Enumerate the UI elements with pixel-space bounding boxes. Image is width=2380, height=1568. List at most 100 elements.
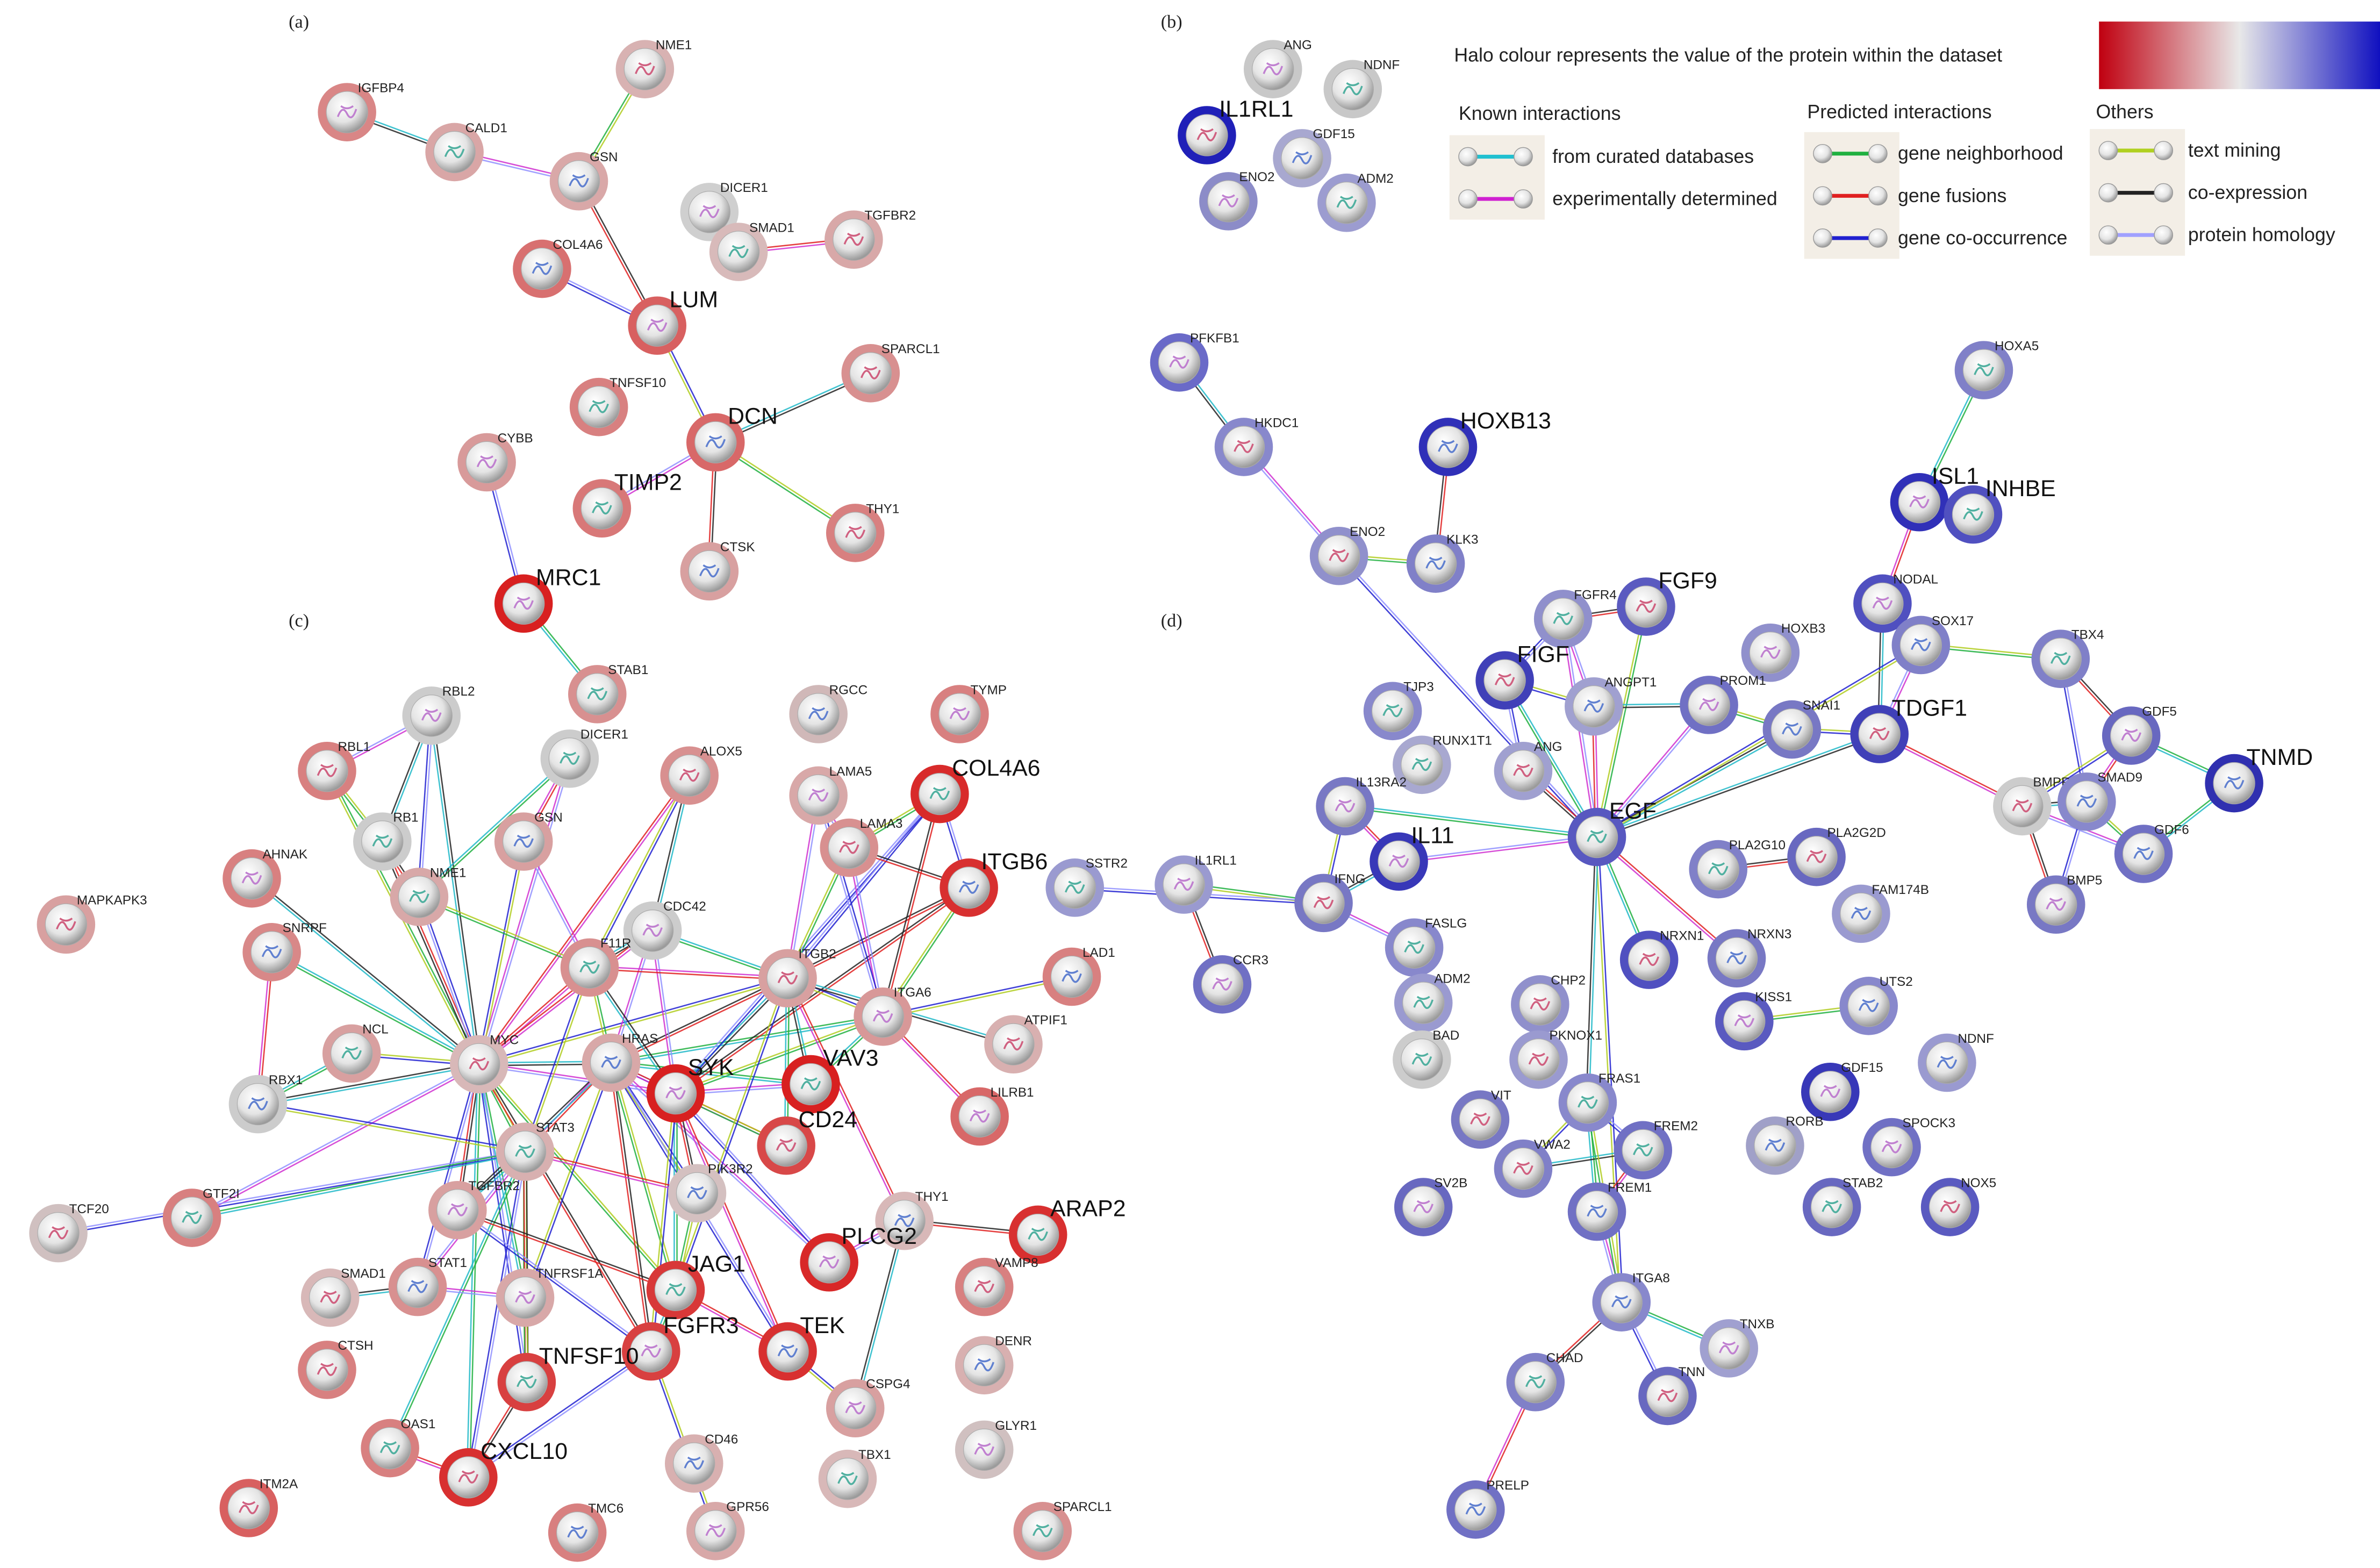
node: TNFSF10 bbox=[497, 1343, 639, 1412]
node-structure bbox=[1413, 1200, 1433, 1213]
legend-node bbox=[1458, 147, 1478, 167]
node: TNXB bbox=[1700, 1317, 1774, 1378]
edge bbox=[479, 979, 788, 1066]
node-structure bbox=[513, 834, 534, 848]
node-structure bbox=[56, 918, 76, 931]
node: COL4A6 bbox=[513, 238, 603, 298]
edge bbox=[469, 1064, 482, 1478]
node-label: TGFBR2 bbox=[864, 209, 916, 223]
node: FREM2 bbox=[1614, 1119, 1698, 1180]
node: LILRB1 bbox=[950, 1085, 1034, 1146]
node-label: TNMD bbox=[2246, 744, 2313, 770]
node-label: JAG1 bbox=[688, 1251, 745, 1277]
node-structure bbox=[1760, 646, 1781, 659]
node-structure bbox=[1587, 830, 1607, 843]
node-structure bbox=[647, 318, 668, 332]
node-structure bbox=[1382, 704, 1403, 718]
node: FIGF bbox=[1475, 641, 1569, 710]
node-structure bbox=[949, 707, 970, 720]
node-label: NME1 bbox=[656, 38, 692, 53]
node: RBX1 bbox=[228, 1073, 303, 1134]
node-label: TNFSF10 bbox=[539, 1343, 639, 1369]
edge bbox=[1595, 837, 1737, 960]
node: ARAP2 bbox=[1008, 1196, 1126, 1264]
legend-title: Halo colour represents the value of the … bbox=[1454, 44, 2002, 66]
node-structure bbox=[1587, 1205, 1607, 1218]
node-label: HOXB13 bbox=[1460, 408, 1551, 434]
edge bbox=[1597, 734, 1881, 839]
node-structure bbox=[665, 1086, 686, 1100]
edge bbox=[526, 1063, 613, 1299]
node: BAD bbox=[1393, 1028, 1459, 1089]
edge bbox=[467, 1349, 651, 1477]
node-structure bbox=[1639, 953, 1659, 966]
edge bbox=[785, 795, 818, 978]
node-structure bbox=[687, 1186, 707, 1200]
legend-node bbox=[2154, 183, 2174, 203]
node-structure bbox=[1169, 355, 1189, 369]
node-structure bbox=[587, 687, 608, 700]
node-structure bbox=[1411, 1053, 1432, 1066]
node-structure bbox=[1003, 1037, 1024, 1051]
edge bbox=[258, 1065, 479, 1106]
node: NDNF bbox=[1323, 58, 1400, 119]
node-structure bbox=[1218, 194, 1239, 207]
node-structure bbox=[1411, 757, 1432, 771]
node-label: NME1 bbox=[430, 865, 466, 880]
node-structure bbox=[476, 455, 497, 469]
node-structure bbox=[1234, 440, 1254, 453]
node: NODAL bbox=[1853, 572, 1938, 633]
node-label: FREM2 bbox=[1654, 1119, 1698, 1134]
node-label: RGCC bbox=[829, 683, 868, 697]
node-structure bbox=[1196, 128, 1217, 141]
node-structure bbox=[837, 1472, 858, 1485]
edge bbox=[420, 896, 481, 1064]
node-label: FAM174B bbox=[1872, 883, 1929, 897]
legend-node bbox=[1458, 189, 1478, 209]
edge bbox=[477, 841, 523, 1064]
edge bbox=[526, 968, 592, 1152]
node: IFNG bbox=[1294, 872, 1366, 933]
node-structure bbox=[592, 501, 612, 515]
edge bbox=[469, 1352, 653, 1479]
node-label: TNFRSF1A bbox=[536, 1266, 604, 1281]
node-structure bbox=[1911, 638, 1931, 651]
node: LAD1 bbox=[1042, 946, 1115, 1006]
node-structure bbox=[705, 435, 726, 449]
node-structure bbox=[239, 1501, 259, 1514]
node-label: TBX4 bbox=[2071, 628, 2104, 642]
node: TDGF1 bbox=[1850, 695, 1967, 763]
edge bbox=[676, 794, 942, 1095]
node-label: SMAD9 bbox=[2097, 770, 2142, 785]
edge bbox=[420, 715, 434, 897]
edge bbox=[432, 715, 482, 1064]
node: CD46 bbox=[664, 1432, 738, 1493]
node-structure bbox=[1937, 1056, 1958, 1069]
node-structure bbox=[1765, 1139, 1786, 1152]
node-structure bbox=[1782, 722, 1802, 736]
node-structure bbox=[515, 1144, 535, 1158]
legend: Halo colour represents the value of the … bbox=[1449, 22, 2380, 259]
legend-label: text mining bbox=[2188, 140, 2281, 161]
node: HOXA5 bbox=[1954, 339, 2039, 399]
node: STAT3 bbox=[496, 1121, 575, 1181]
nodes: IGFBP4 CALD1 NME1 GSN DICER1 SMAD1 TGFBR2 COL4A… bbox=[29, 38, 2313, 1562]
node-label: GDF5 bbox=[2142, 704, 2177, 719]
node-structure bbox=[1335, 799, 1356, 813]
node-label: PRELP bbox=[1486, 1478, 1529, 1493]
node-structure bbox=[839, 841, 859, 854]
node-structure bbox=[777, 971, 798, 985]
node: MRC1 bbox=[494, 565, 601, 633]
node-structure bbox=[409, 890, 429, 903]
edge bbox=[479, 1063, 653, 1351]
node-structure bbox=[1708, 862, 1729, 876]
node-label: CTSK bbox=[720, 540, 755, 555]
node: PKNOX1 bbox=[1509, 1028, 1602, 1089]
node-structure bbox=[579, 961, 600, 974]
node-structure bbox=[1494, 673, 1515, 687]
node: ENO2 bbox=[1199, 170, 1275, 231]
node-structure bbox=[808, 789, 829, 802]
node-label: NOX5 bbox=[1961, 1176, 1996, 1190]
edge bbox=[882, 975, 1072, 1016]
node: RB1 bbox=[353, 810, 419, 871]
